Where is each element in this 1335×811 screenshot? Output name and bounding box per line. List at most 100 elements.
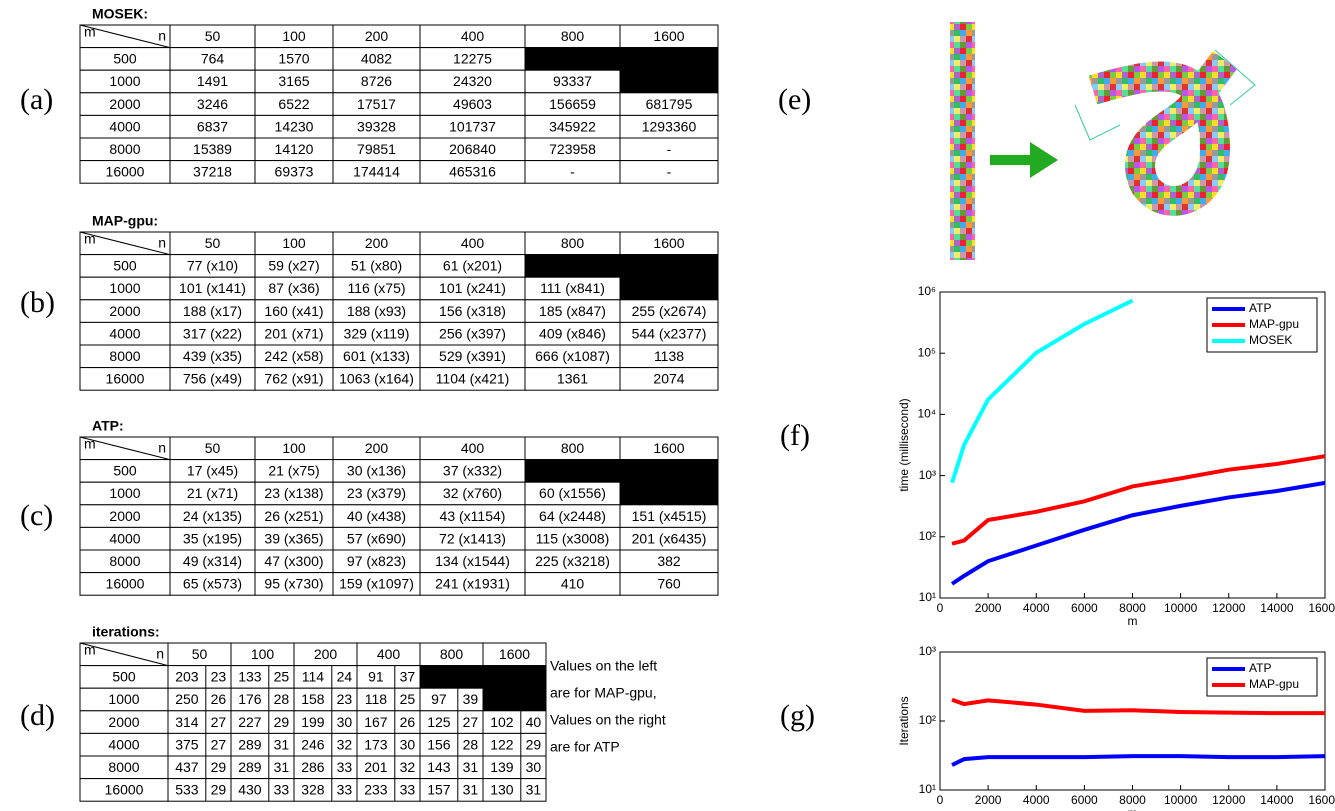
cell-text: 756 (x49) — [183, 371, 242, 387]
table-cell — [482, 778, 547, 802]
cell-text: 762 (x91) — [264, 371, 323, 387]
cell-text: 23 (x138) — [264, 485, 323, 501]
cell-text: 24 (x135) — [183, 508, 242, 524]
table-cell — [524, 254, 621, 278]
cell-text: 16000 — [106, 164, 145, 180]
cell-right: 23 — [211, 669, 227, 685]
table-title: MOSEK: — [92, 6, 148, 22]
y-tick-label: 10⁵ — [918, 345, 936, 359]
y-tick-label: 10² — [919, 713, 936, 727]
cell-text: 156 (x318) — [439, 303, 506, 319]
cell-text: - — [667, 164, 672, 180]
table-cell — [619, 254, 719, 278]
cell-text: 77 (x10) — [187, 258, 238, 274]
cell-text: 1000 — [109, 73, 140, 89]
cell-text: 12275 — [453, 51, 492, 67]
cell-text: 49 (x314) — [183, 553, 242, 569]
column-header: 400 — [461, 28, 485, 44]
cell-text: 57 (x690) — [347, 530, 406, 546]
cell-right: 31 — [274, 736, 290, 752]
column-header: 100 — [282, 235, 306, 251]
series-line — [951, 697, 1325, 716]
cell-text: 160 (x41) — [264, 303, 323, 319]
column-header: 50 — [205, 235, 221, 251]
corner-col-label: n — [158, 235, 166, 251]
x-tick-label: 4000 — [1023, 793, 1050, 807]
cell-text: 32 (x760) — [443, 485, 502, 501]
legend-label: MAP-gpu — [1249, 677, 1299, 691]
column-header: 1600 — [499, 646, 530, 662]
cell-text: 59 (x27) — [268, 258, 319, 274]
cell-text: 529 (x391) — [439, 348, 506, 364]
column-header: 50 — [192, 646, 208, 662]
x-tick-label: 12000 — [1212, 601, 1246, 615]
cell-text: 1293360 — [642, 118, 697, 134]
cell-text: 764 — [201, 51, 225, 67]
column-header: 100 — [251, 646, 275, 662]
panel-label: (g) — [780, 699, 815, 732]
cell-right: 27 — [211, 736, 227, 752]
note-line: are for MAP-gpu, — [550, 685, 657, 701]
cell-right: 26 — [211, 691, 227, 707]
corner-diagonal — [79, 642, 169, 667]
cell-text: 101737 — [449, 118, 496, 134]
cell-left: 250 — [175, 691, 199, 707]
panel-label: (c) — [20, 499, 53, 532]
column-header: 200 — [365, 28, 389, 44]
table-cell — [524, 459, 621, 483]
cell-text: 1000 — [109, 485, 140, 501]
corner-row-label: m — [84, 231, 96, 247]
y-tick-label: 10⁴ — [917, 407, 936, 421]
cell-text: 500 — [113, 258, 137, 274]
x-tick-label: 8000 — [1119, 793, 1146, 807]
cell-right: 29 — [526, 736, 542, 752]
y-axis-label: Iterations — [897, 696, 911, 745]
cell-left: 118 — [365, 691, 388, 707]
table-cell — [619, 160, 719, 184]
cell-text: 1104 (x421) — [436, 371, 510, 387]
cell-left: 286 — [301, 759, 325, 775]
column-header: 400 — [461, 235, 485, 251]
cell-text: 6522 — [278, 96, 309, 112]
x-tick-label: 6000 — [1071, 601, 1098, 615]
legend-label: ATP — [1249, 661, 1271, 675]
series-line — [950, 298, 1134, 484]
table-cell — [619, 276, 719, 301]
column-header: 800 — [561, 28, 585, 44]
cell-text: 115 (x3008) — [536, 530, 610, 546]
cell-right: 25 — [400, 691, 416, 707]
cell-text: 2000 — [109, 508, 140, 524]
y-tick-label: 10⁶ — [918, 284, 936, 298]
corner-diagonal — [79, 231, 171, 256]
cell-text: 30 (x136) — [347, 463, 406, 479]
cell-text: 2074 — [653, 371, 684, 387]
cell-left: 133 — [238, 669, 262, 685]
cell-text: 317 (x22) — [183, 325, 242, 341]
series-line — [951, 454, 1326, 546]
cell-text: 3246 — [197, 96, 228, 112]
cell-right: 31 — [526, 782, 542, 798]
cell-text: 65 (x573) — [183, 576, 242, 592]
cell-text: 3165 — [278, 73, 309, 89]
x-tick-label: 12000 — [1212, 793, 1246, 807]
cell-text: 2000 — [109, 96, 140, 112]
cell-text: 500 — [112, 669, 136, 685]
chart: 10¹ 10² 10³ 0 2000 4000 6000 8000 10000 12000 1400… — [897, 644, 1335, 811]
cell-right: 29 — [211, 782, 227, 798]
cell-text: 64 (x2448) — [539, 508, 606, 524]
cell-text: 47 (x300) — [264, 553, 323, 569]
cell-text: 4000 — [109, 530, 140, 546]
cell-left: 233 — [364, 782, 388, 798]
cell-right: 29 — [211, 759, 227, 775]
cell-left: 158 — [301, 691, 325, 707]
y-tick-label: 10¹ — [919, 590, 936, 604]
cell-left: 199 — [301, 714, 325, 730]
column-header: 50 — [205, 440, 221, 456]
cell-text: 21 (x75) — [268, 463, 319, 479]
column-header: 400 — [377, 646, 401, 662]
cell-right: 37 — [400, 669, 416, 685]
cell-text: 61 (x201) — [443, 258, 502, 274]
cell-text: 666 (x1087) — [535, 348, 610, 364]
cell-text: 24320 — [453, 73, 492, 89]
x-tick-label: 16000 — [1308, 601, 1335, 615]
